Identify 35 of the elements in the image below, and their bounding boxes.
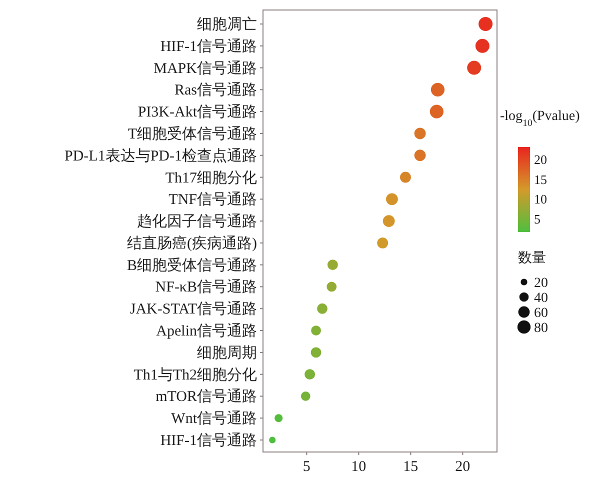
y-tick-label: PI3K-Akt信号通路: [138, 104, 257, 121]
color-bar-label: 15: [534, 172, 547, 187]
x-tick-label: 10: [351, 459, 366, 475]
y-tick-label: HIF-1信号通路: [160, 432, 257, 449]
color-bar-title: -log$_{10}$(Pvalue): [500, 109, 580, 128]
color-bar-label: 20: [534, 152, 547, 168]
x-tick-label: 15: [403, 459, 418, 475]
legend-label: 80: [534, 321, 548, 336]
legend-label: 60: [534, 306, 548, 321]
y-tick-label: JAK-STAT信号通路: [130, 300, 257, 318]
color-bar-label: 5: [534, 211, 540, 226]
y-tick-label: TNF信号通路: [168, 191, 257, 208]
y-tick-label: Ras信号通路: [174, 82, 257, 99]
y-tick-label: 结直肠癌(疾病通路): [127, 234, 257, 252]
y-tick-label: PD-L1表达与PD-1检查点通路: [64, 147, 257, 164]
y-tick-label: MAPK信号通路: [154, 60, 257, 77]
x-tick-label: 5: [302, 459, 310, 475]
y-tick-label: Apelin信号通路: [156, 322, 257, 340]
y-tick-label: 细胞凋亡: [197, 16, 257, 33]
y-tick-label: NF-κB信号通路: [155, 278, 257, 296]
y-tick-label: mTOR信号通路: [156, 388, 257, 406]
legend-label: 20: [534, 276, 548, 291]
y-tick-label: Th17细胞分化: [165, 169, 257, 186]
y-tick-label: 趋化因子信号通路: [137, 213, 257, 230]
x-tick-label: 20: [455, 459, 470, 475]
legend: -log$_{10}$(Pvalue) 5 10 15 20 数量 20 40 60 80: [500, 109, 580, 336]
y-tick-label: B细胞受体信号通路: [126, 256, 257, 274]
legend-title: 数量: [518, 250, 546, 266]
y-tick-label: HIF-1信号通路: [160, 38, 257, 55]
y-tick-label: Wnt信号通路: [171, 410, 257, 428]
legend-label: 40: [534, 291, 548, 306]
y-tick-label: T细胞受体信号通路: [128, 125, 257, 142]
color-bar-label: 10: [534, 192, 547, 207]
y-tick-label: Th1与Th2细胞分化: [134, 366, 257, 384]
y-tick-label: 细胞周期: [197, 344, 257, 362]
